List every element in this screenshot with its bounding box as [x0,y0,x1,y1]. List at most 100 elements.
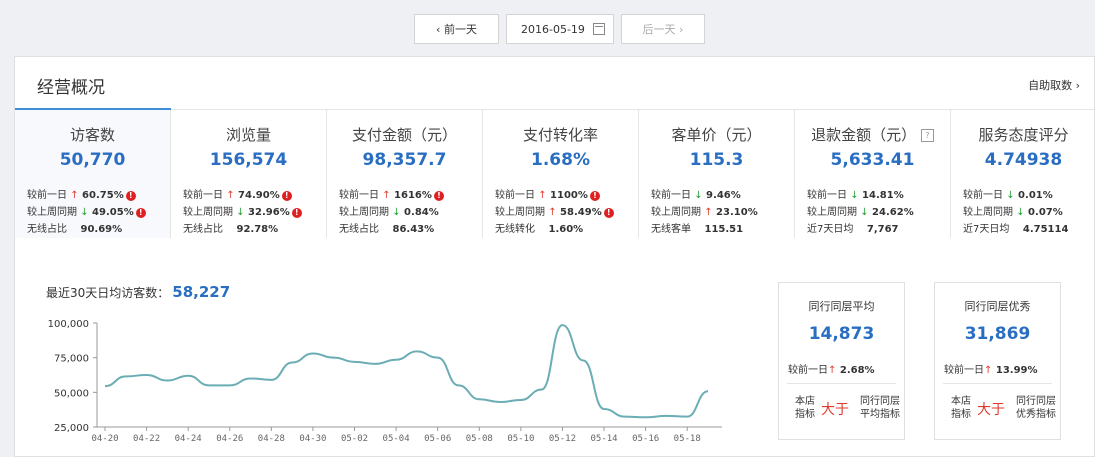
compare-value: 1100% [546,190,588,201]
compare-label: 较前一日 [183,190,223,201]
metric-title: 浏览量 [225,126,271,144]
metric-compare-row: 近7天日均 4.75114 [963,220,1068,235]
divider [943,383,1052,384]
compare-label: 较上周同期 [27,207,77,218]
x-tick-label: 05-08 [466,434,493,444]
compare-label: 无线占比 [339,224,379,235]
next-day-button[interactable]: 后一天 › [621,14,705,44]
metric-card[interactable]: 支付金额（元） 98,357.7 较前一日 ↑ 1616%! 较上周同期 ↓ 0.84… [327,110,483,238]
compare-label: 较前一日 [27,190,67,201]
arrow-down-icon: ↓ [1006,190,1015,201]
peer-title: 同行同层优秀 [964,300,1031,313]
shop-indicator-label: 本店 指标 [951,396,971,420]
compare-label: 较上周同期 [339,207,389,218]
compare-value: 0.07% [1024,207,1063,218]
peer-card: 同行同层优秀 31,869 较前一日↑ 13.99% 本店 指标 大于 同行同层 优秀指标 [934,282,1061,440]
compare-label: 较上周同期 [963,207,1013,218]
metric-card[interactable]: 支付转化率 1.68% 较前一日 ↑ 1100%! 较上周同期 ↑ 58.49%! 无线… [483,110,639,238]
alert-icon[interactable]: ! [281,191,292,201]
compare-value: 2.68% [836,365,875,376]
self-service-data-link[interactable]: 自助取数 › [1028,79,1080,92]
metric-compare-row: 较上周同期 ↓ 0.84% [339,203,439,218]
arrow-up-icon: ↑ [704,207,713,218]
alert-icon[interactable]: ! [291,208,302,218]
compare-value: 115.51 [701,224,744,235]
arrow-down-icon: ↓ [694,190,703,201]
compare-label: 较上周同期 [495,207,545,218]
metric-card[interactable]: 服务态度评分 4.74938 较前一日 ↓ 0.01% 较上周同期 ↓ 0.07% 近7… [951,110,1095,238]
metric-compare-row: 无线占比 86.43% [339,220,434,235]
metric-title: 支付金额（元） [351,126,457,144]
x-tick-label: 05-18 [674,434,701,444]
compare-label: 较上周同期 [807,207,857,218]
arrow-up-icon: ↑ [226,190,235,201]
compare-value: 23.10% [712,207,758,218]
compare-value: 9.46% [702,190,741,201]
x-tick-label: 05-06 [424,434,451,444]
compare-value: 86.43% [389,224,435,235]
active-tab-indicator [15,108,171,110]
x-tick-label: 04-22 [133,434,160,444]
compare-value: 32.96% [244,207,290,218]
x-tick-label: 04-30 [299,434,326,444]
alert-icon[interactable]: ! [125,191,136,201]
metric-compare-row: 较上周同期 ↓ 32.96%! [183,203,302,218]
compare-value: 14.81% [858,190,904,201]
divider [15,109,1094,110]
comparison-result: 大于 [821,402,849,418]
compare-label: 近7天日均 [963,224,1010,235]
x-tick-label: 05-14 [590,434,617,444]
x-tick-label: 04-24 [175,434,202,444]
compare-value: 90.69% [77,224,123,235]
arrow-up-icon: ↑ [382,190,391,201]
arrow-up-icon: ↑ [70,190,79,201]
panel-title: 经营概况 [37,78,105,98]
metric-compare-row: 较上周同期 ↑ 58.49%! [495,203,614,218]
metric-card[interactable]: 浏览量 156,574 较前一日 ↑ 74.90%! 较上周同期 ↓ 32.96%! 无… [171,110,327,238]
x-tick-label: 05-12 [549,434,576,444]
x-tick-label: 05-02 [341,434,368,444]
peer-compare-row: 较前一日↑ 13.99% [944,361,1038,376]
compare-label: 无线客单 [651,224,691,235]
chart-title-value: 58,227 [172,283,231,301]
metric-compare-row: 较前一日 ↑ 1616%! [339,186,444,201]
metric-compare-row: 较上周同期 ↓ 24.62% [807,203,914,218]
metric-card[interactable]: 客单价（元） 115.3 较前一日 ↓ 9.46% 较上周同期 ↑ 23.10% 无线客… [639,110,795,238]
calendar-icon[interactable] [593,23,605,35]
metric-compare-row: 较上周同期 ↓ 49.05%! [27,203,146,218]
metric-value: 4.74938 [984,150,1063,170]
alert-icon[interactable]: ! [589,191,600,201]
compare-value: 7,767 [863,224,899,235]
alert-icon[interactable]: ! [135,208,146,218]
x-tick-label: 05-10 [507,434,534,444]
compare-label: 无线占比 [183,224,223,235]
compare-value: 92.78% [233,224,279,235]
arrow-up-icon: ↑ [828,365,837,376]
metric-compare-row: 较上周同期 ↓ 0.07% [963,203,1063,218]
arrow-down-icon: ↓ [850,190,859,201]
peer-card: 同行同层平均 14,873 较前一日↑ 2.68% 本店 指标 大于 同行同层 平均指标 [778,282,905,440]
metric-value: 98,357.7 [362,150,447,170]
date-picker[interactable]: 2016-05-19 [506,14,614,44]
compare-value: 58.49% [556,207,602,218]
compare-label: 较前一日 [495,190,535,201]
metrics-row: 访客数 50,770 较前一日 ↑ 60.75%! 较上周同期 ↓ 49.05%! 无线… [15,110,1095,240]
x-tick-label: 05-04 [383,434,410,444]
peer-value: 31,869 [964,324,1031,344]
metric-compare-row: 较前一日 ↑ 74.90%! [183,186,292,201]
metric-card[interactable]: 退款金额（元） ? 5,633.41 较前一日 ↓ 14.81% 较上周同期 ↓ 24… [795,110,951,238]
previous-day-button[interactable]: ‹ 前一天 [414,14,499,44]
alert-icon[interactable]: ! [603,208,614,218]
compare-value: 74.90% [234,190,280,201]
metric-card[interactable]: 访客数 50,770 较前一日 ↑ 60.75%! 较上周同期 ↓ 49.05%! 无线… [15,110,171,238]
arrow-down-icon: ↓ [236,207,245,218]
alert-icon[interactable]: ! [433,191,444,201]
metric-title: 访客数 [69,126,115,144]
help-icon[interactable]: ? [920,129,934,142]
x-tick-label: 05-16 [632,434,659,444]
x-tick-label: 04-28 [258,434,285,444]
compare-label: 无线转化 [495,224,535,235]
peer-indicator-label: 同行同层 平均指标 [860,396,900,420]
peer-comparison-text: 本店 指标 大于 同行同层 平均指标 [779,395,904,425]
metric-title: 支付转化率 [522,126,598,144]
